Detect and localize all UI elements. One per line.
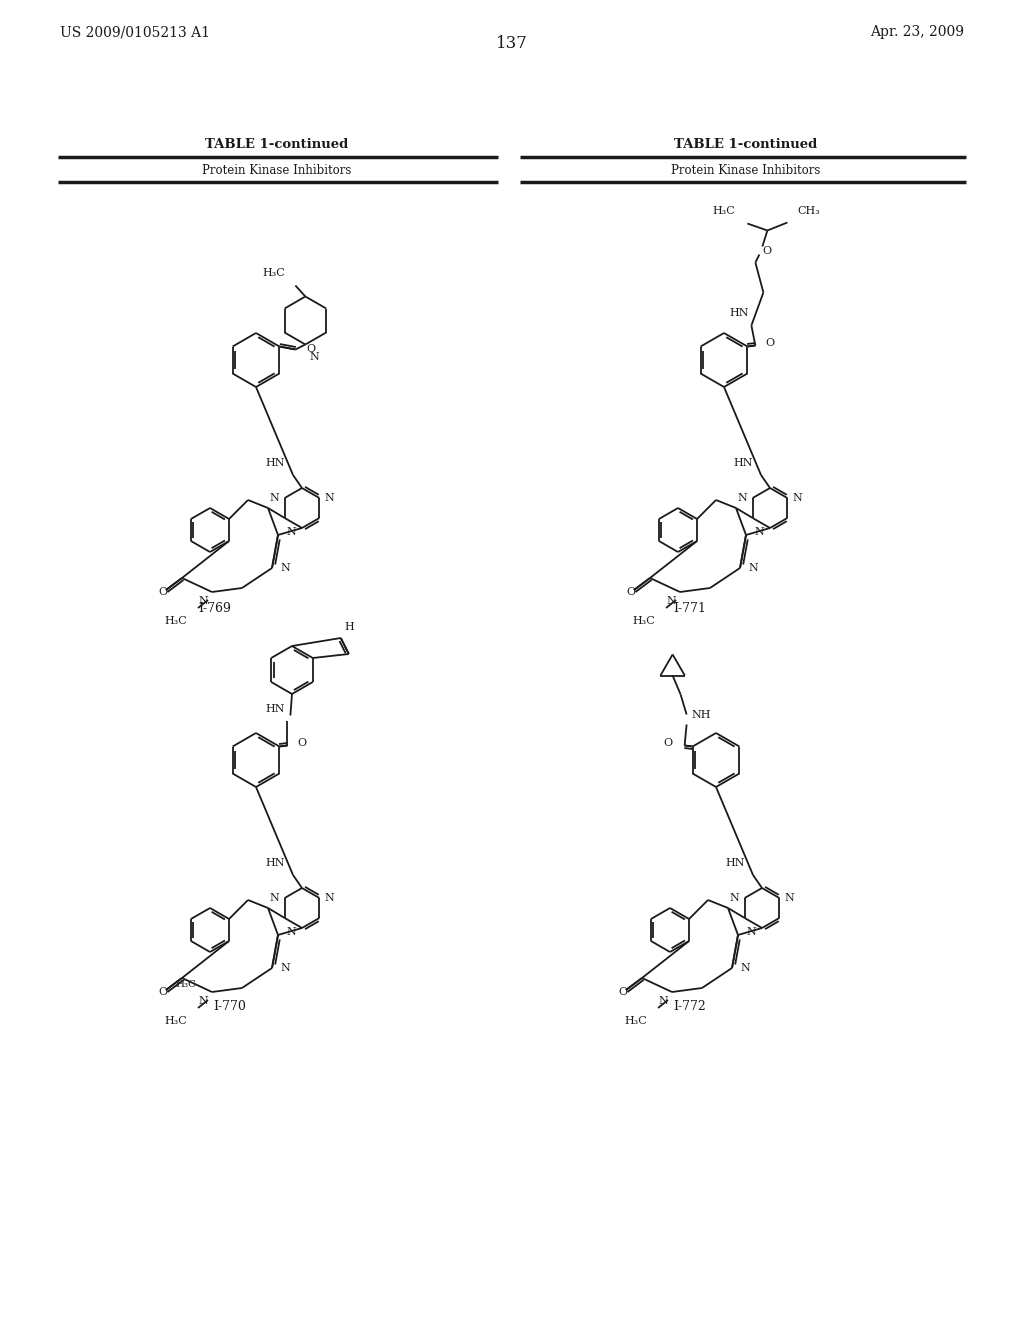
Text: O: O [763, 246, 771, 256]
Text: 137: 137 [496, 36, 528, 51]
Text: CH₃: CH₃ [798, 206, 820, 216]
Text: TABLE 1-continued: TABLE 1-continued [675, 139, 817, 152]
Text: O: O [618, 987, 627, 997]
Text: O: O [626, 587, 635, 597]
Text: HN: HN [265, 458, 285, 469]
Text: HN: HN [733, 458, 753, 469]
Text: N: N [199, 997, 208, 1006]
Text: HN: HN [266, 705, 286, 714]
Text: H₃C: H₃C [632, 616, 655, 626]
Text: HN: HN [730, 309, 750, 318]
Text: O: O [664, 738, 673, 747]
Text: O: O [158, 587, 167, 597]
Text: N: N [325, 894, 334, 903]
Text: H₃C: H₃C [262, 268, 286, 279]
Text: N: N [270, 492, 280, 503]
Text: N: N [309, 352, 319, 363]
Text: N: N [325, 492, 334, 503]
Text: I-771: I-771 [674, 602, 707, 615]
Text: N: N [199, 597, 208, 606]
Text: Apr. 23, 2009: Apr. 23, 2009 [870, 25, 964, 40]
Text: N: N [286, 927, 296, 937]
Text: N: N [280, 564, 290, 573]
Text: O: O [306, 345, 315, 355]
Text: N: N [667, 597, 676, 606]
Text: N: N [730, 894, 739, 903]
Text: N: N [738, 492, 748, 503]
Text: N: N [658, 997, 668, 1006]
Text: H₃C: H₃C [164, 1016, 187, 1026]
Text: N: N [740, 964, 750, 973]
Text: TABLE 1-continued: TABLE 1-continued [206, 139, 348, 152]
Text: O: O [297, 738, 306, 747]
Text: N: N [270, 894, 280, 903]
Text: N: N [748, 564, 758, 573]
Text: H₃C: H₃C [625, 1016, 647, 1026]
Text: N: N [754, 527, 764, 537]
Text: H₃C: H₃C [713, 206, 735, 216]
Text: I-770: I-770 [214, 1001, 247, 1012]
Text: O: O [158, 987, 167, 997]
Text: O: O [765, 338, 774, 347]
Text: HN: HN [265, 858, 285, 869]
Text: Protein Kinase Inhibitors: Protein Kinase Inhibitors [203, 164, 351, 177]
Text: I-769: I-769 [199, 602, 231, 615]
Text: Protein Kinase Inhibitors: Protein Kinase Inhibitors [672, 164, 820, 177]
Text: I-772: I-772 [674, 1001, 707, 1012]
Text: H₃C: H₃C [164, 616, 187, 626]
Text: US 2009/0105213 A1: US 2009/0105213 A1 [60, 25, 210, 40]
Text: HN: HN [725, 858, 745, 869]
Text: N: N [793, 492, 802, 503]
Text: N: N [746, 927, 756, 937]
Text: H₃C: H₃C [175, 979, 196, 989]
Text: N: N [280, 964, 290, 973]
Text: N: N [286, 527, 296, 537]
Text: H: H [345, 622, 354, 632]
Text: N: N [784, 894, 794, 903]
Text: NH: NH [691, 710, 711, 719]
